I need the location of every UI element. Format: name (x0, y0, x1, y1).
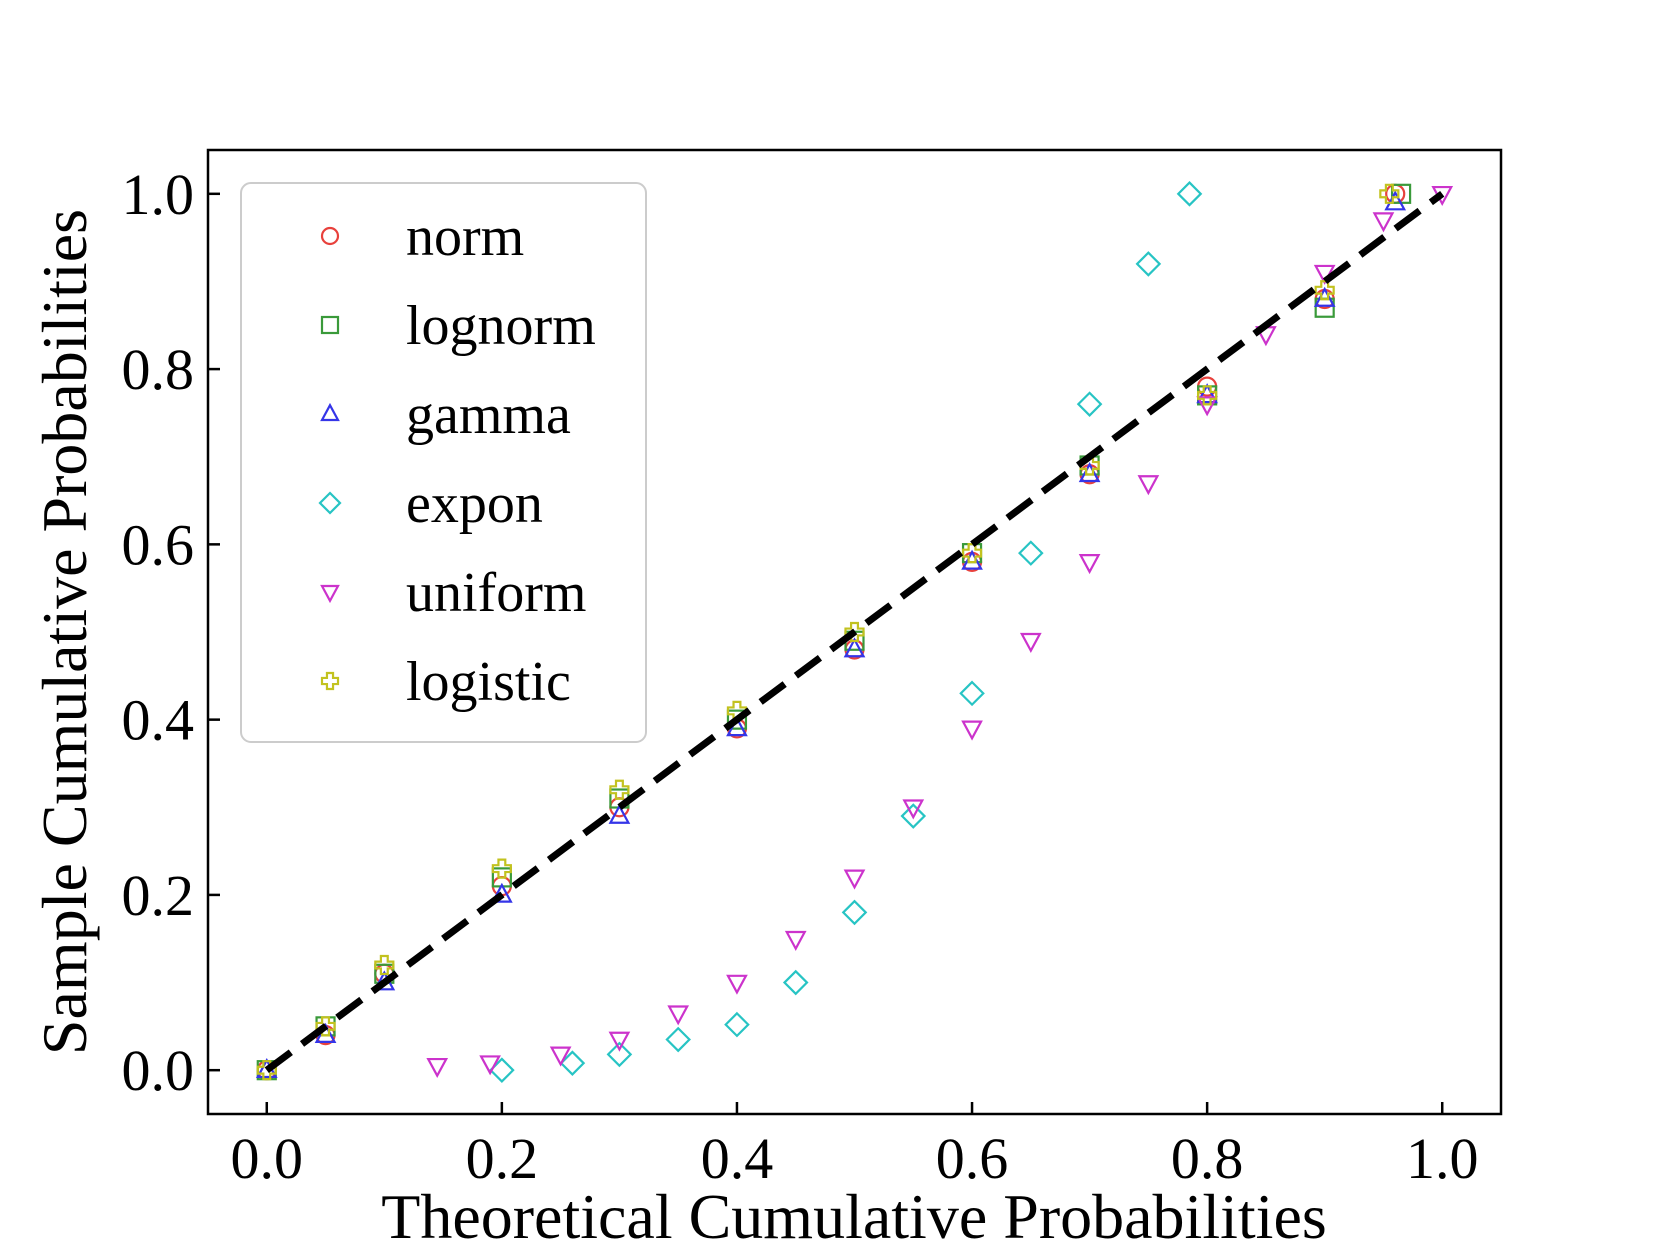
logistic-point (844, 621, 865, 643)
uniform-point (667, 1005, 690, 1026)
logistic-point (609, 779, 630, 800)
legend-item-logistic: logistic (320, 651, 571, 713)
legend: norm lognorm gamma expon uniform logistic (240, 182, 647, 743)
y-tick-label: 0.0 (122, 1038, 195, 1103)
lognorm-legend-marker-icon (320, 315, 340, 335)
x-tick-label: 0.0 (231, 1126, 304, 1191)
reference-line (264, 191, 1445, 1073)
expon-point (665, 1026, 691, 1053)
legend-label: gamma (406, 384, 571, 446)
y-tick-label: 0.8 (122, 337, 195, 402)
x-axis-ticks: 0.0 0.2 0.4 0.6 0.8 1.0 (231, 1102, 1479, 1191)
legend-item-uniform: uniform (320, 562, 586, 624)
legend-frame (240, 182, 647, 743)
uniform-point (961, 720, 983, 741)
legend-item-norm: norm (320, 206, 524, 268)
uniform-point (549, 1046, 572, 1067)
x-tick-label: 0.6 (936, 1126, 1009, 1191)
legend-item-expon: expon (318, 473, 543, 535)
expon-point (724, 1011, 750, 1038)
expon-point (782, 969, 809, 996)
lognorm-point (726, 709, 748, 730)
expon-point (1018, 540, 1044, 566)
uniform-point (1196, 396, 1218, 417)
x-tick-label: 0.2 (466, 1126, 539, 1191)
expon-point (959, 680, 985, 707)
gamma-point (491, 882, 513, 903)
y-tick-label: 0.4 (122, 688, 195, 753)
expon-point (559, 1050, 586, 1076)
gamma-legend-marker-icon (320, 402, 340, 422)
plot-frame (206, 148, 1503, 1116)
legend-label: lognorm (406, 295, 596, 357)
uniform-point (726, 974, 748, 995)
uniform-point (1078, 554, 1101, 575)
uniform-point (608, 1031, 631, 1052)
logistic-point (961, 543, 983, 564)
uniform-point (1137, 475, 1160, 496)
logistic-legend-marker-icon (320, 671, 340, 691)
gamma-point (1384, 190, 1407, 211)
expon-point (606, 1041, 633, 1068)
uniform-point (843, 869, 866, 890)
logistic-point (491, 858, 512, 879)
y-tick-label: 0.2 (122, 863, 195, 928)
gamma-point (1196, 383, 1218, 404)
x-tick-label: 0.4 (701, 1126, 774, 1191)
logistic-point (1379, 183, 1400, 204)
uniform-point (902, 799, 925, 820)
gamma-point (608, 803, 631, 824)
y-tick-label: 1.0 (122, 162, 195, 227)
x-axis-label: Theoretical Cumulative Probabilities (381, 1181, 1327, 1246)
uniform-legend-marker-icon (320, 584, 340, 604)
legend-item-lognorm: lognorm (320, 295, 596, 357)
x-tick-label: 0.8 (1171, 1126, 1244, 1191)
series-expon (489, 181, 1203, 1083)
gamma-point (843, 637, 866, 658)
logistic-point (374, 954, 395, 976)
expon-point (1135, 251, 1162, 277)
uniform-point (426, 1057, 449, 1079)
logistic-point (1197, 385, 1218, 406)
y-tick-label: 0.6 (122, 512, 195, 577)
logistic-point (315, 1016, 336, 1037)
legend-item-gamma: gamma (320, 384, 571, 446)
expon-point (841, 899, 868, 926)
norm-legend-marker-icon (320, 226, 340, 246)
uniform-point (1019, 632, 1042, 653)
y-axis-ticks: 0.0 0.2 0.4 0.6 0.8 1.0 (122, 162, 220, 1103)
uniform-point (1372, 212, 1395, 233)
logistic-point (1314, 280, 1335, 301)
y-axis-label: Sample Cumulative Probabilities (29, 209, 100, 1055)
x-tick-label: 1.0 (1406, 1126, 1479, 1191)
uniform-point (479, 1055, 501, 1076)
expon-point (1176, 181, 1203, 207)
legend-label: expon (406, 473, 543, 535)
legend-label: logistic (406, 651, 571, 713)
expon-legend-marker-icon (318, 491, 342, 515)
legend-label: uniform (406, 562, 586, 624)
expon-point (900, 803, 927, 829)
legend-label: norm (406, 206, 524, 268)
uniform-point (784, 930, 807, 951)
expon-point (1076, 391, 1103, 417)
